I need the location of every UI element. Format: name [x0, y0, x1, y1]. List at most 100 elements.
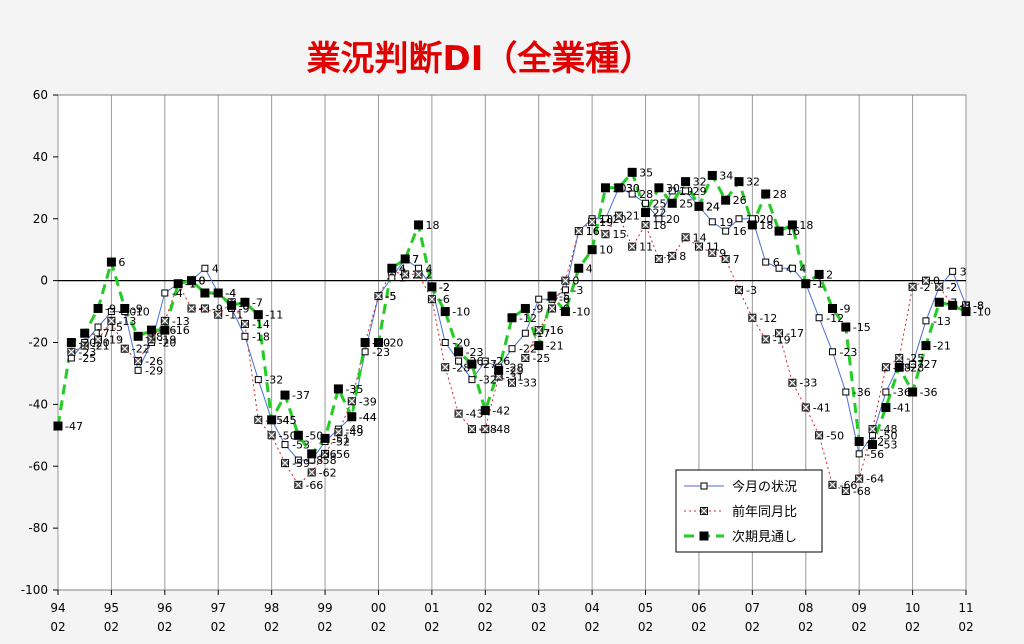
- data-label-3: -12: [519, 312, 537, 325]
- data-point-3: [253, 310, 263, 320]
- data-point-3: [814, 269, 824, 279]
- data-label-2: -59: [292, 457, 310, 470]
- data-label-1: -53: [292, 439, 310, 452]
- data-point-3: [173, 279, 183, 289]
- data-label-1: -52: [332, 436, 350, 449]
- data-label-2: -66: [305, 479, 323, 492]
- x-tick-month: 02: [905, 620, 920, 634]
- data-point-1: [508, 345, 516, 353]
- data-point-2-cross: [468, 425, 476, 433]
- data-point-3: [280, 390, 290, 400]
- data-point-1: [134, 366, 142, 374]
- data-point-2-cross: [922, 277, 930, 284]
- data-point-3: [761, 189, 771, 199]
- x-tick-year: 97: [211, 601, 226, 615]
- data-point-1: [361, 348, 369, 356]
- x-tick-month: 02: [317, 620, 332, 634]
- data-point-3: [587, 245, 597, 255]
- data-point-2-cross: [668, 252, 676, 260]
- data-label-1: 20: [759, 213, 773, 226]
- data-point-1: [628, 190, 636, 198]
- data-point-2-cross: [455, 410, 462, 418]
- data-point-3: [454, 347, 464, 357]
- data-point-1: [909, 360, 917, 368]
- data-point-3: [520, 303, 530, 313]
- x-tick-month: 02: [424, 620, 439, 634]
- data-point-1: [107, 308, 115, 316]
- data-label-1: 4: [426, 262, 433, 275]
- y-tick-label: -40: [28, 397, 48, 411]
- data-point-1: [67, 354, 75, 362]
- x-tick-year: 06: [691, 601, 706, 615]
- data-label-3: -10: [973, 306, 991, 319]
- data-point-1: [281, 441, 289, 449]
- data-point-1: [882, 388, 890, 396]
- data-point-1: [201, 264, 209, 272]
- data-label-3: 18: [759, 219, 773, 232]
- data-label-3: -29: [506, 364, 524, 377]
- data-point-1: [642, 199, 650, 207]
- data-point-3: [787, 220, 797, 230]
- data-label-1: -56: [866, 448, 884, 461]
- data-point-2-cross: [642, 221, 649, 229]
- data-label-1: -6: [559, 293, 570, 306]
- data-point-3: [654, 183, 664, 193]
- data-point-3: [881, 402, 891, 412]
- x-tick-month: 02: [852, 620, 867, 634]
- data-label-1: -45: [279, 414, 297, 427]
- x-tick-month: 02: [157, 620, 172, 634]
- data-label-2: 0: [933, 275, 940, 288]
- data-point-3: [494, 365, 504, 375]
- x-tick-month: 02: [691, 620, 706, 634]
- data-label-3: -20: [78, 337, 96, 350]
- data-label-1: -10: [132, 306, 150, 319]
- data-label-1: 29: [693, 185, 707, 198]
- data-point-3: [948, 300, 958, 310]
- data-point-3: [827, 303, 837, 313]
- legend-label: 次期見通し: [732, 529, 797, 545]
- data-label-2: -68: [853, 485, 871, 498]
- data-label-1: 3: [960, 265, 967, 278]
- y-tick-label: -20: [28, 336, 48, 350]
- data-label-1: 4: [212, 262, 219, 275]
- data-label-1: -3: [572, 284, 583, 297]
- data-label-2: 16: [586, 225, 600, 238]
- y-tick-label: -80: [28, 521, 48, 535]
- data-label-1: -48: [345, 423, 363, 436]
- data-label-1: -23: [372, 346, 390, 359]
- data-label-3: 24: [706, 200, 720, 213]
- data-label-3: 2: [826, 268, 833, 281]
- x-tick-month: 02: [745, 620, 760, 634]
- data-point-3: [721, 195, 731, 205]
- data-point-2-cross: [909, 283, 916, 291]
- data-label-2: 2: [426, 268, 433, 281]
- data-point-2-cross: [401, 271, 409, 278]
- data-label-3: 7: [412, 253, 419, 266]
- y-tick-label: 40: [33, 150, 48, 164]
- data-label-3: -35: [345, 383, 363, 396]
- data-label-1: 19: [719, 216, 733, 229]
- data-point-2-cross: [67, 348, 75, 356]
- data-label-1: -27: [920, 358, 938, 371]
- data-label-3: -51: [332, 432, 350, 445]
- data-point-2-cross: [254, 416, 262, 424]
- legend-marker: [699, 531, 709, 541]
- data-point-1: [535, 295, 543, 303]
- data-label-2: 7: [733, 253, 740, 266]
- x-tick-month: 02: [958, 620, 973, 634]
- data-label-2: -14: [252, 318, 270, 331]
- data-label-2: -2: [946, 281, 957, 294]
- data-point-2-cross: [829, 481, 836, 489]
- chart-title: 業況判断DI（全業種）: [307, 39, 654, 79]
- data-point-1: [735, 215, 743, 223]
- data-point-2-cross: [722, 255, 730, 263]
- y-tick-label: 20: [33, 212, 48, 226]
- data-label-2: -2: [920, 281, 931, 294]
- data-label-1: -20: [158, 337, 176, 350]
- data-point-3: [400, 254, 410, 264]
- data-point-3: [894, 362, 904, 372]
- data-label-1: -23: [839, 346, 857, 359]
- data-point-2-cross: [735, 286, 743, 294]
- data-label-3: 4: [399, 262, 406, 275]
- data-point-3: [534, 341, 544, 351]
